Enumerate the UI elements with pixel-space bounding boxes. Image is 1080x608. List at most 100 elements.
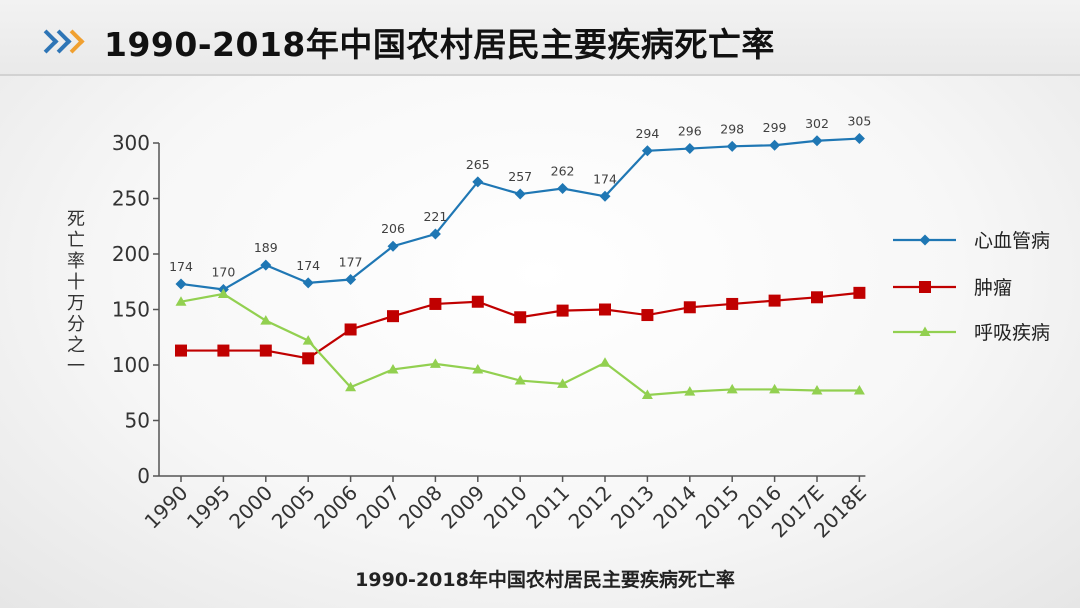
data-label: 262: [551, 164, 575, 179]
y-tick-label: 0: [137, 464, 150, 488]
data-label: 294: [635, 126, 659, 141]
data-point: [683, 301, 696, 314]
data-point: [387, 363, 399, 374]
data-point: [599, 303, 611, 316]
data-point: [514, 188, 526, 200]
data-point: [175, 344, 187, 357]
data-point: [514, 375, 526, 385]
data-point: [472, 363, 484, 374]
x-tick-label: 2013: [606, 481, 659, 534]
data-label: 206: [381, 221, 405, 236]
x-tick-label: 2015: [691, 481, 744, 534]
x-tick-label: 2007: [352, 481, 405, 534]
data-point: [259, 344, 272, 357]
data-point: [811, 385, 823, 395]
x-tick-label: 2014: [648, 481, 701, 534]
legend-marker: [919, 234, 931, 246]
data-point: [853, 133, 865, 145]
data-label: 189: [254, 240, 278, 255]
x-tick-label: 2009: [436, 481, 489, 534]
y-axis-label-char: 死: [67, 209, 85, 230]
y-axis-label-char: 之: [67, 335, 85, 356]
data-point: [471, 295, 484, 308]
series-line: [181, 291, 860, 360]
data-point: [853, 286, 866, 299]
data-point: [726, 383, 738, 394]
data-point: [429, 228, 441, 240]
legend-marker: [919, 281, 931, 293]
data-point: [387, 240, 399, 252]
page-title: 1990-2018年中国农村居民主要疾病死亡率: [104, 25, 775, 64]
y-tick-label: 100: [112, 353, 150, 377]
x-tick-label: 2006: [309, 481, 362, 534]
data-point: [344, 323, 357, 336]
y-axis-label-char: 十: [67, 272, 85, 293]
data-point: [684, 143, 696, 155]
data-point: [387, 310, 399, 323]
data-point: [345, 274, 357, 286]
data-point: [769, 383, 781, 394]
data-label: 174: [169, 259, 193, 274]
data-point: [853, 385, 865, 395]
y-tick-label: 250: [112, 187, 150, 211]
data-point: [302, 352, 315, 365]
data-point: [557, 183, 569, 195]
data-label: 170: [211, 265, 235, 280]
data-label: 221: [423, 209, 447, 224]
y-axis-label-char: 万: [67, 293, 85, 314]
y-tick-label: 150: [112, 298, 150, 322]
data-label: 257: [508, 169, 532, 184]
x-tick-label: 2000: [224, 481, 277, 534]
data-label: 302: [805, 116, 829, 131]
x-tick-label: 1995: [182, 481, 235, 534]
data-point: [811, 135, 823, 147]
y-tick-label: 50: [125, 409, 150, 433]
x-tick-label: 1990: [140, 481, 193, 534]
y-axis-label-char: 亡: [67, 230, 85, 251]
data-point: [175, 296, 187, 306]
y-axis-label-char: 分: [67, 314, 85, 335]
data-point: [811, 291, 823, 304]
x-tick-label: 2012: [564, 481, 617, 534]
x-tick-label: 2011: [521, 481, 574, 534]
x-tick-label: 2008: [394, 481, 447, 534]
data-point: [302, 335, 314, 345]
data-point: [345, 381, 357, 392]
data-point: [769, 139, 781, 151]
data-point: [302, 277, 314, 289]
y-tick-label: 200: [112, 242, 150, 266]
data-point: [472, 176, 484, 188]
y-axis-label-char: 率: [67, 251, 85, 272]
data-label: 299: [763, 120, 787, 135]
data-point: [217, 344, 230, 357]
data-point: [684, 386, 696, 396]
data-point: [726, 140, 738, 152]
data-label: 174: [296, 258, 320, 273]
data-point: [641, 389, 653, 399]
data-point: [726, 297, 739, 310]
data-label: 174: [593, 171, 617, 186]
data-point: [599, 190, 611, 202]
data-label: 177: [339, 255, 363, 270]
y-tick-label: 300: [112, 131, 150, 155]
y-axis-label-char: 一: [67, 356, 85, 377]
data-label: 296: [678, 124, 702, 139]
data-point: [260, 315, 272, 325]
data-label: 265: [466, 157, 490, 172]
header-divider: [0, 74, 1080, 76]
data-point: [175, 278, 187, 290]
data-point: [641, 145, 653, 157]
data-point: [260, 259, 272, 271]
legend-label: 心血管病: [974, 230, 1050, 252]
legend-label: 肿瘤: [974, 277, 1012, 299]
data-point: [429, 358, 441, 368]
series-line: [180, 137, 860, 291]
header-bar: [0, 0, 1080, 76]
legend-label: 呼吸疾病: [974, 322, 1050, 344]
data-label: 298: [720, 121, 744, 136]
chart-title: 1990-2018年中国农村居民主要疾病死亡率: [355, 568, 735, 591]
data-label: 305: [847, 114, 871, 129]
legend-marker: [919, 326, 931, 336]
data-point: [556, 304, 569, 317]
